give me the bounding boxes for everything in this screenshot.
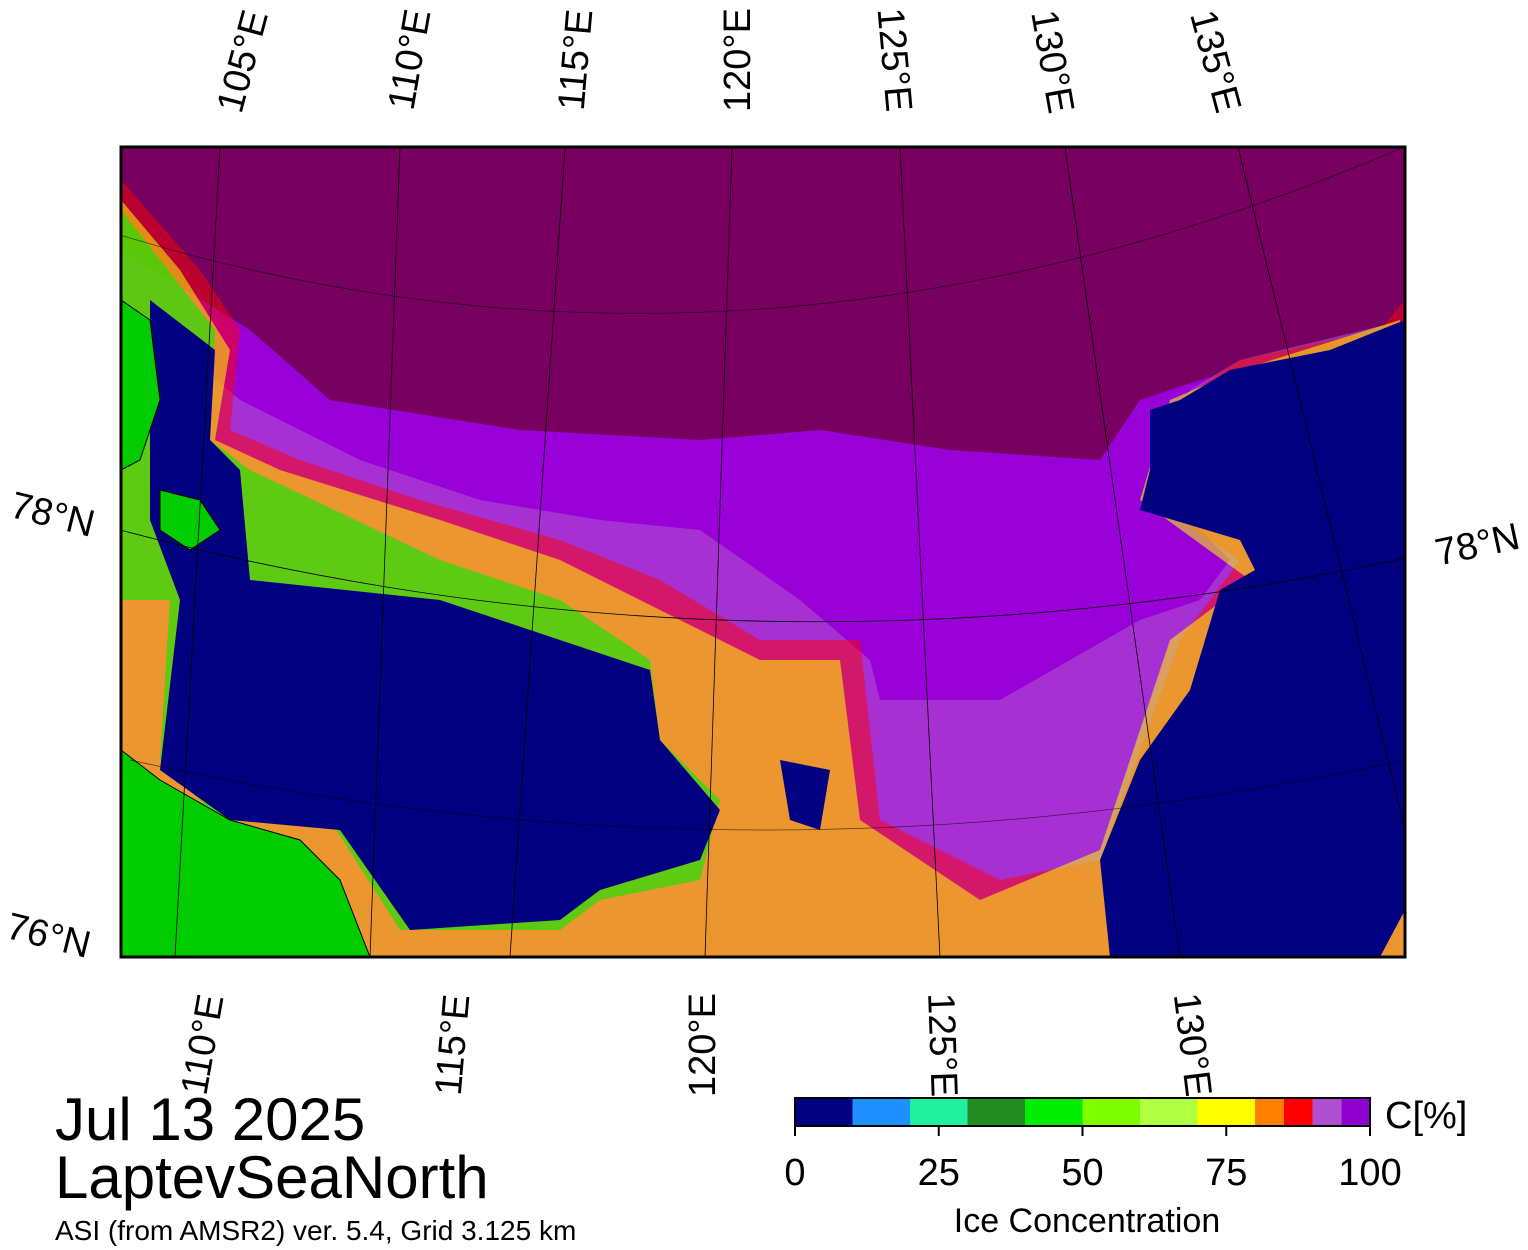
colorbar-bin <box>1082 1098 1140 1126</box>
lon-label: 130°E <box>1165 991 1219 1099</box>
polynya <box>780 760 830 830</box>
lon-label: 110°E <box>174 991 233 1098</box>
lon-label: 105°E <box>209 6 276 117</box>
colorbar-bin <box>1312 1098 1342 1126</box>
colorbar-tick-label: 100 <box>1338 1152 1401 1194</box>
lon-label: 130°E <box>1022 7 1081 117</box>
lon-label: 120°E <box>682 993 724 1097</box>
colorbar-unit: C[%] <box>1385 1095 1467 1137</box>
colorbar-bin <box>1283 1098 1313 1126</box>
colorbar-tick-label: 50 <box>1061 1152 1103 1194</box>
colorbar-bin <box>967 1098 1025 1126</box>
island <box>159 489 221 551</box>
lat-label: 78°N <box>1432 516 1524 575</box>
graticule <box>121 147 1405 957</box>
colorbar-label: Ice Concentration <box>954 1202 1221 1240</box>
lon-label: 120°E <box>717 8 759 112</box>
lon-label: 110°E <box>381 6 440 113</box>
lat-label: 76°N <box>2 905 95 966</box>
lon-label: 135°E <box>1181 6 1248 117</box>
colorbar-bin <box>1197 1098 1255 1126</box>
colorbar-bin <box>1025 1098 1083 1126</box>
colorbar-tick-label: 0 <box>784 1152 805 1194</box>
lat-label: 78°N <box>6 484 99 545</box>
colorbar-bin <box>910 1098 968 1126</box>
colorbar-bin <box>1341 1098 1370 1126</box>
land <box>121 299 161 471</box>
colorbar-bin <box>852 1098 910 1126</box>
date: Jul 13 2025 <box>55 1086 365 1153</box>
lon-label: 115°E <box>551 8 602 112</box>
open-water-east <box>1100 320 1405 957</box>
map-frame <box>119 145 1407 959</box>
colorbar-tick-label: 75 <box>1205 1152 1247 1194</box>
lon-label: 125°E <box>919 992 965 1097</box>
colorbar-bin <box>795 1098 853 1126</box>
map-area <box>121 147 1405 957</box>
open-water <box>150 300 720 930</box>
colorbar-bin <box>1140 1098 1198 1126</box>
colorbar-tick-label: 25 <box>918 1152 960 1194</box>
colorbar: 0 25 50 75 100 <box>784 1097 1402 1194</box>
lon-label: 125°E <box>869 6 920 113</box>
colorbar-bin <box>1255 1098 1284 1126</box>
lon-label: 115°E <box>428 993 479 1097</box>
region: LaptevSeaNorth <box>55 1144 489 1211</box>
source: ASI (from AMSR2) ver. 5.4, Grid 3.125 km <box>55 1215 576 1246</box>
